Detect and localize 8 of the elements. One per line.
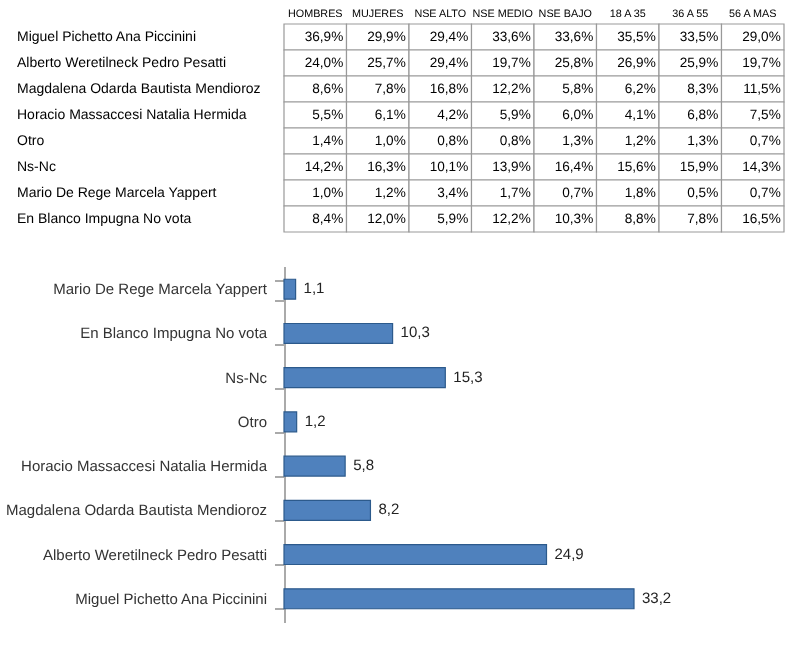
bar <box>283 455 346 477</box>
bar <box>283 411 298 433</box>
bar <box>283 544 548 566</box>
bar <box>283 499 372 521</box>
bar <box>283 322 394 344</box>
bar <box>283 367 446 389</box>
bar <box>283 588 635 610</box>
bar <box>283 278 297 300</box>
